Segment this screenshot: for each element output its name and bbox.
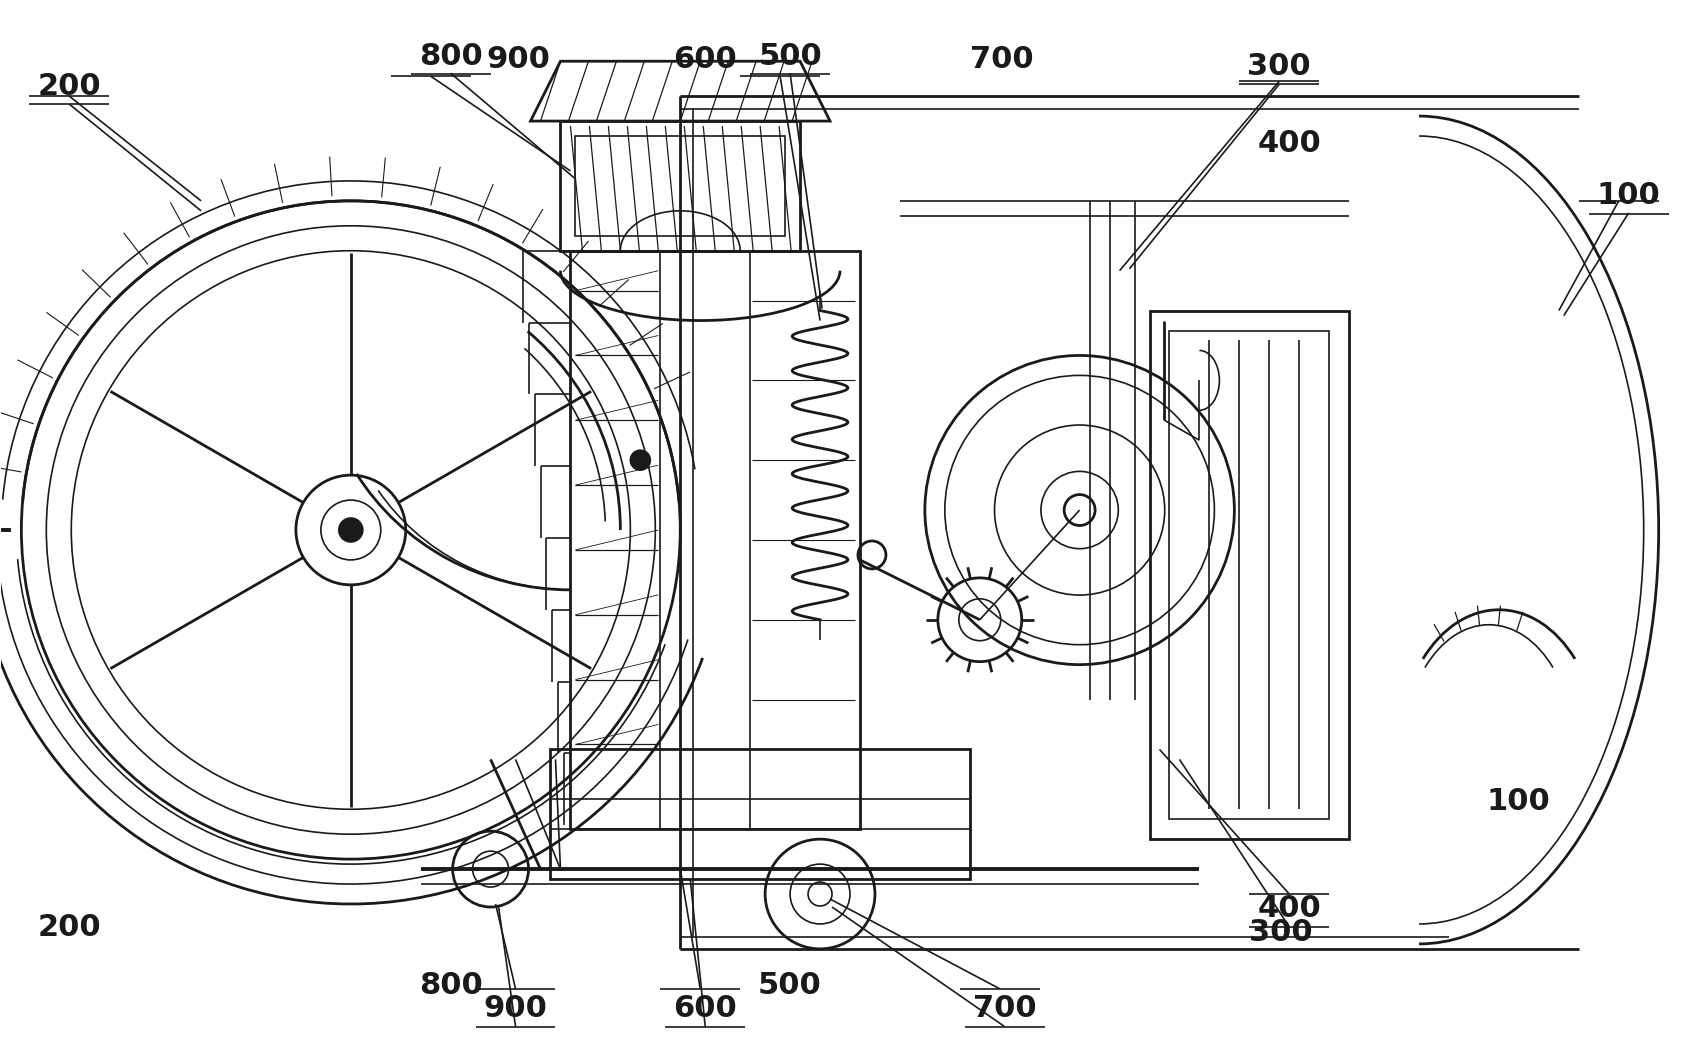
Circle shape (340, 518, 363, 542)
Text: 500: 500 (757, 971, 822, 1000)
Bar (550, 749, 970, 879)
Text: 200: 200 (37, 72, 102, 100)
Bar (1150, 310, 1350, 839)
Text: 700: 700 (973, 994, 1036, 1023)
Text: 300: 300 (1250, 918, 1313, 947)
Text: 400: 400 (1258, 129, 1321, 158)
Bar (560, 121, 800, 251)
Text: 800: 800 (419, 971, 482, 1000)
Bar (1170, 330, 1330, 820)
Text: 100: 100 (1487, 787, 1550, 816)
Bar (571, 251, 859, 829)
Text: 500: 500 (759, 42, 822, 71)
Text: 800: 800 (419, 42, 482, 71)
Text: 900: 900 (484, 994, 547, 1023)
Text: 300: 300 (1248, 52, 1311, 81)
Bar (576, 136, 784, 235)
Text: 900: 900 (487, 44, 550, 74)
Text: 200: 200 (37, 913, 100, 942)
Circle shape (630, 450, 650, 471)
Text: 100: 100 (1596, 181, 1661, 210)
Text: 600: 600 (672, 44, 737, 74)
Text: 600: 600 (674, 994, 737, 1023)
Text: 700: 700 (970, 44, 1034, 74)
Text: 400: 400 (1258, 895, 1321, 923)
